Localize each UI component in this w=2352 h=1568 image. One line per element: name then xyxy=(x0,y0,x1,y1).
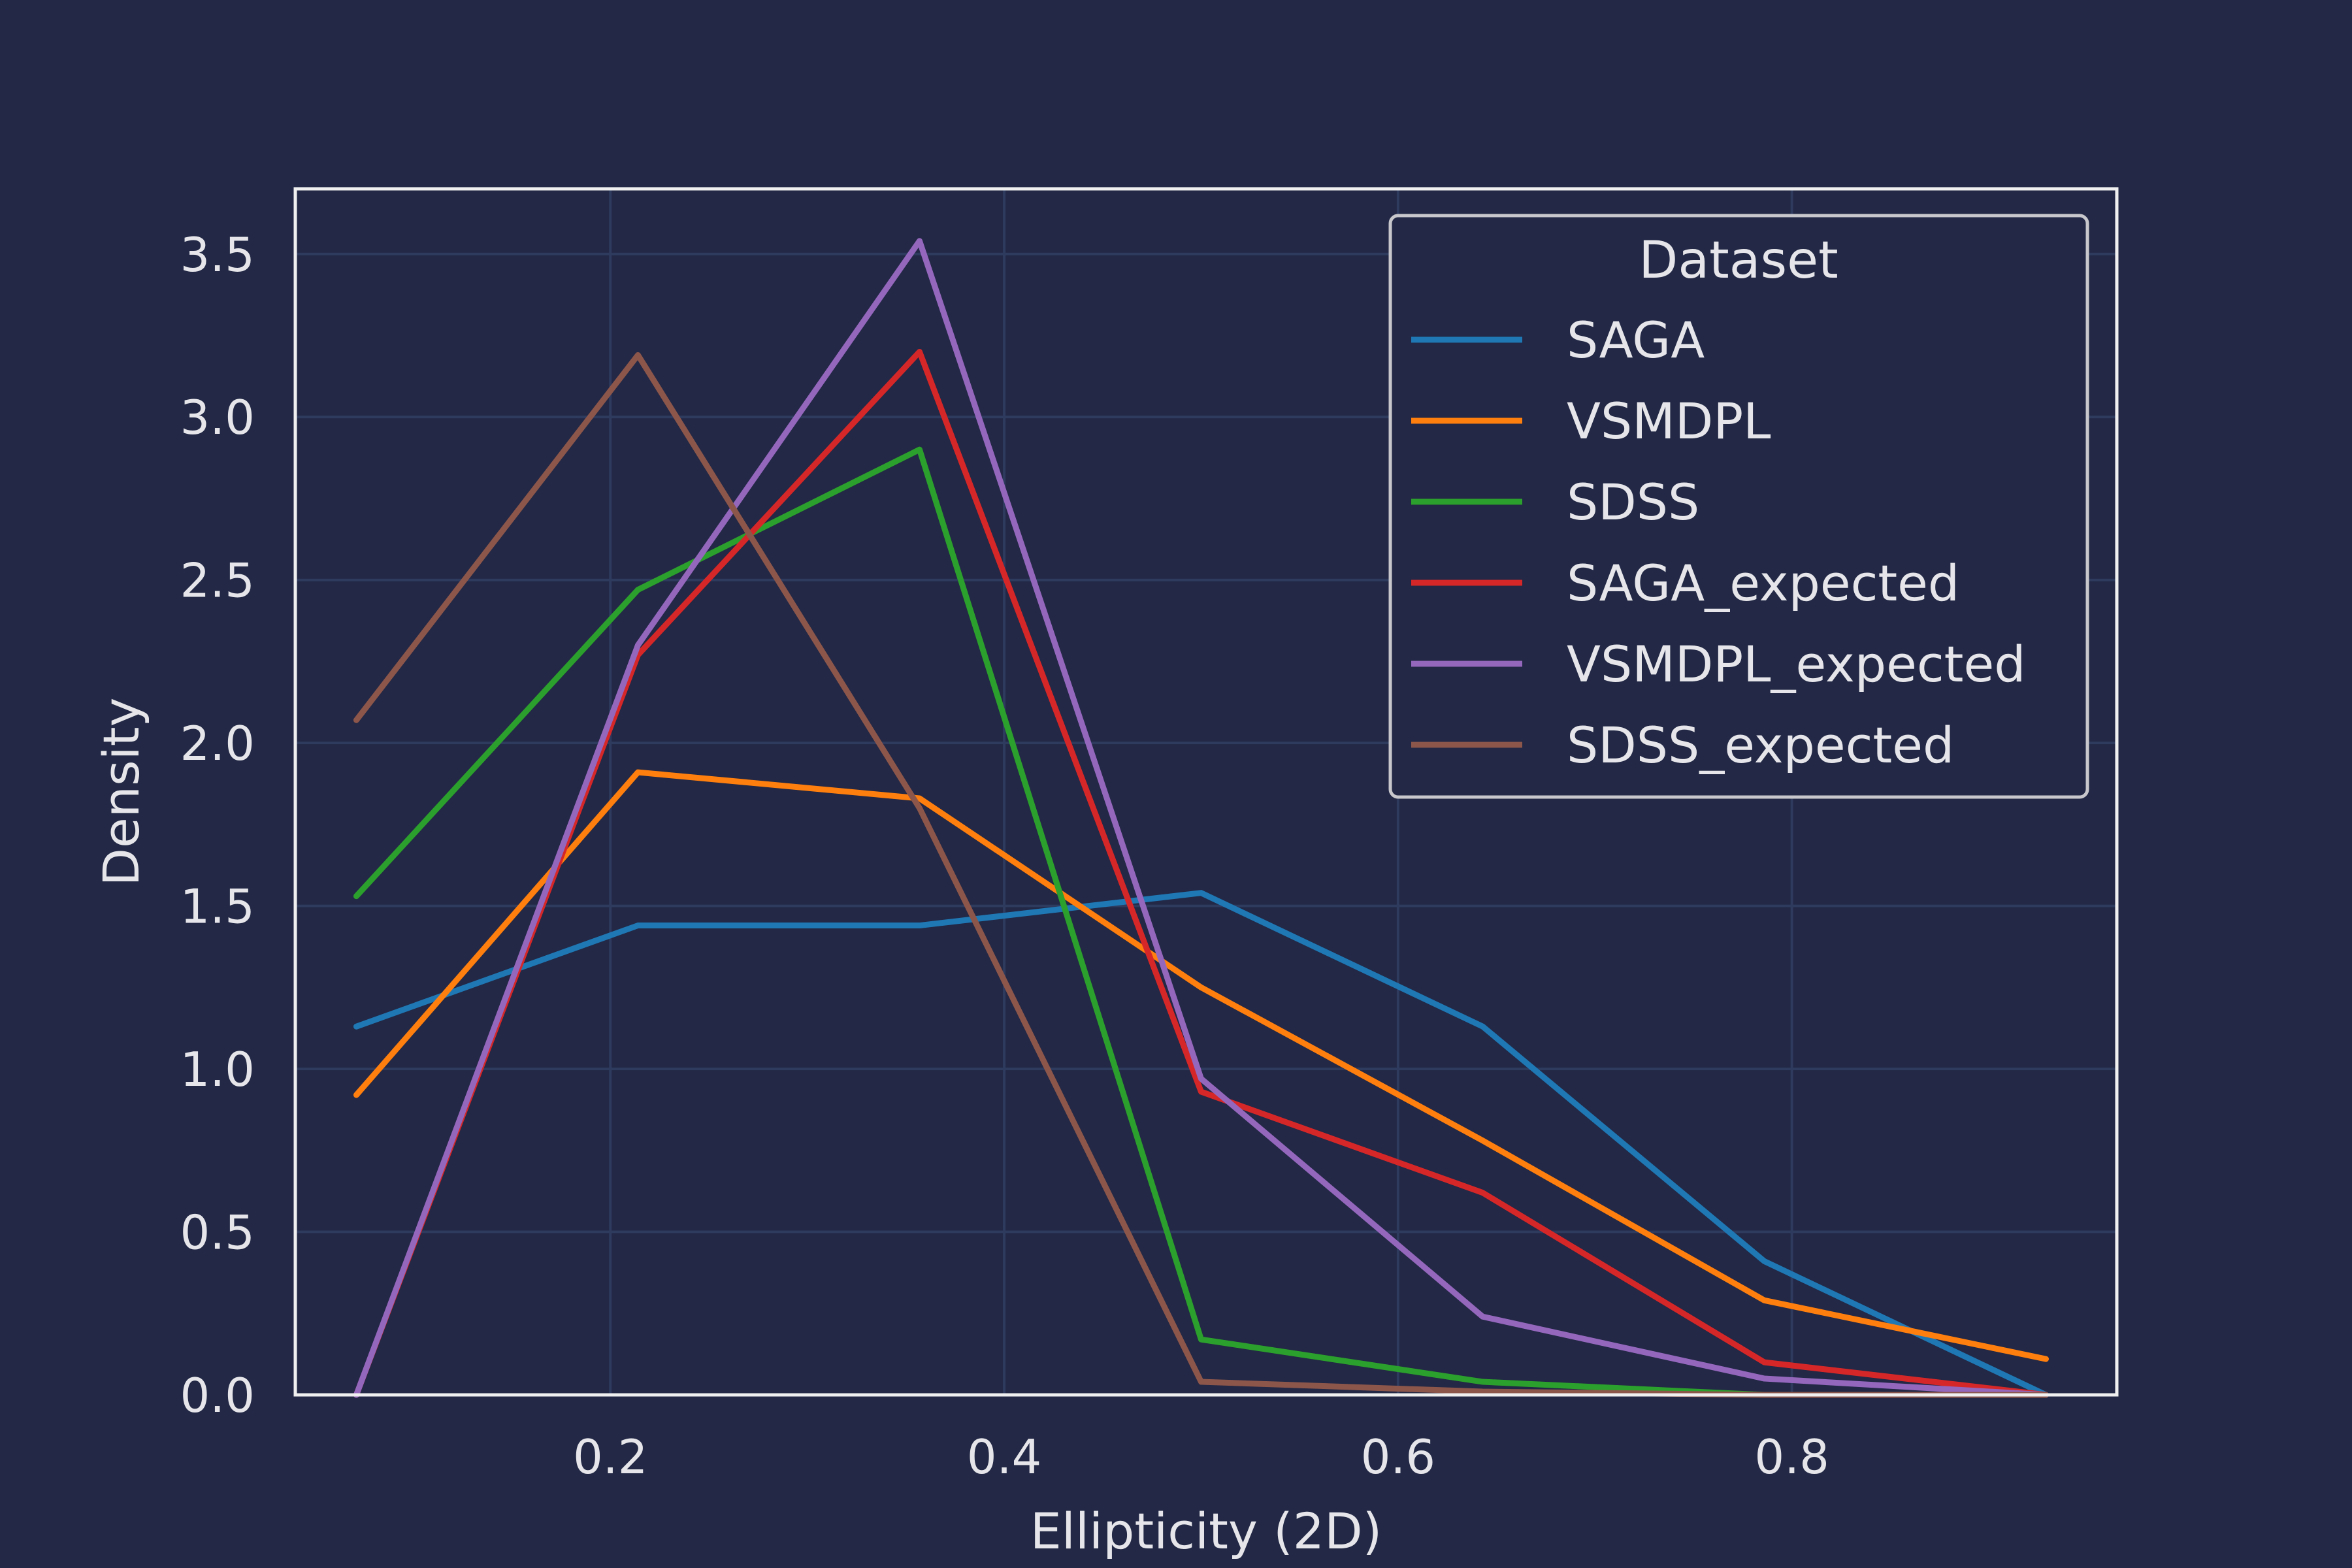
series-line-saga-expected xyxy=(353,348,2049,1398)
x-tick-label: 0.2 xyxy=(573,1429,648,1484)
y-tick-label: 2.5 xyxy=(180,553,255,608)
legend-label-saga-expected: SAGA_expected xyxy=(1567,554,1959,612)
plot-frame xyxy=(293,187,2119,1397)
y-tick-label: 0.0 xyxy=(180,1368,255,1423)
series-line-vsmdpl xyxy=(353,769,2049,1362)
legend: Dataset SAGA VSMDPL SDSS SAGA_expected VSMDP… xyxy=(1388,214,2089,799)
y-tick-label: 0.5 xyxy=(180,1205,255,1260)
x-tick-label: 0.6 xyxy=(1361,1429,1436,1484)
legend-label-sdss-expected: SDSS_expected xyxy=(1567,716,1954,774)
series-layer xyxy=(353,238,2049,1398)
legend-box xyxy=(1388,214,2089,799)
y-tick-label: 1.0 xyxy=(180,1042,255,1097)
legend-items: SAGA VSMDPL SDSS SAGA_expected VSMDPL_expect… xyxy=(1411,311,2025,774)
y-tick-labels: 0.0 0.5 1.0 1.5 2.0 2.5 3.0 3.5 xyxy=(180,227,255,1423)
y-tick-label: 2.0 xyxy=(180,716,255,771)
x-tick-labels: 0.2 0.4 0.6 0.8 xyxy=(573,1429,1829,1484)
y-tick-label: 3.5 xyxy=(180,227,255,282)
series-line-saga xyxy=(353,890,2049,1398)
legend-label-vsmdpl: VSMDPL xyxy=(1567,392,1771,450)
legend-title: Dataset xyxy=(1639,231,1838,290)
series-line-vsmdpl-expected xyxy=(353,238,2049,1398)
x-axis-label: Ellipticity (2D) xyxy=(1030,1502,1382,1560)
x-tick-label: 0.4 xyxy=(967,1429,1042,1484)
y-axis-label: Density xyxy=(92,698,150,887)
legend-label-saga: SAGA xyxy=(1567,311,1705,369)
y-tick-label: 3.0 xyxy=(180,390,255,445)
x-tick-label: 0.8 xyxy=(1754,1429,1829,1484)
y-tick-label: 1.5 xyxy=(180,879,255,934)
legend-label-sdss: SDSS xyxy=(1567,473,1699,531)
legend-label-vsmdpl-expected: VSMDPL_expected xyxy=(1567,635,2025,693)
